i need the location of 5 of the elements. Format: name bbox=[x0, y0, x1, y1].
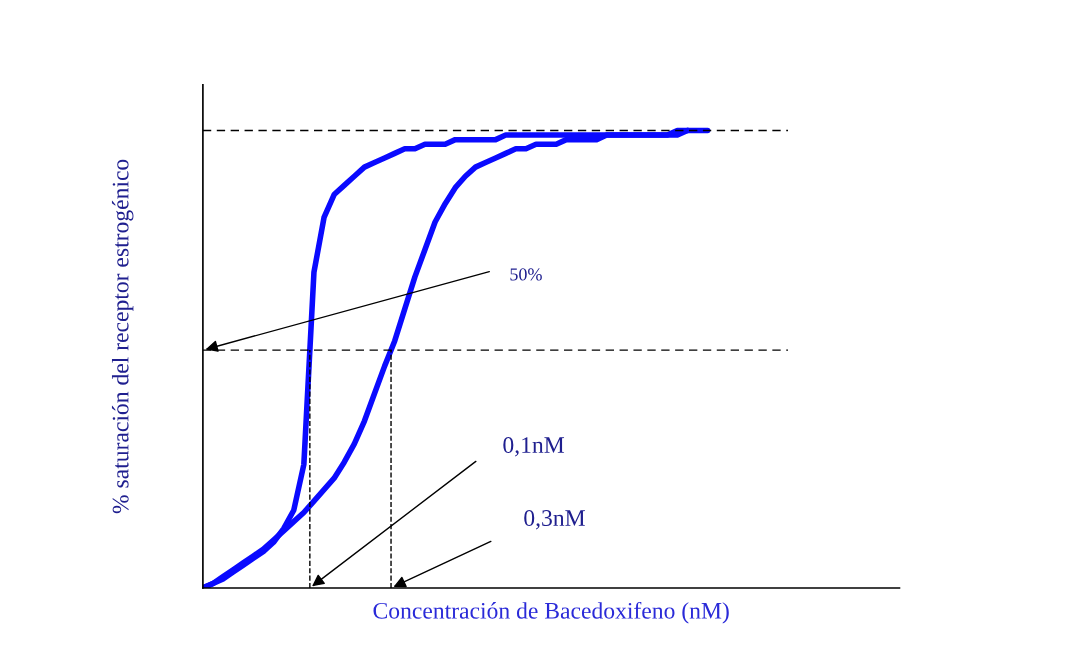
annotation: 50% bbox=[510, 268, 542, 281]
annotation: 0,3nM bbox=[524, 510, 585, 530]
annotation: 0,1nM bbox=[503, 437, 565, 457]
y-axis-title: % saturación del receptor estrogénico bbox=[111, 159, 134, 514]
x-axis-title: Concentración de Bacedoxifeno (nM) bbox=[373, 601, 729, 624]
